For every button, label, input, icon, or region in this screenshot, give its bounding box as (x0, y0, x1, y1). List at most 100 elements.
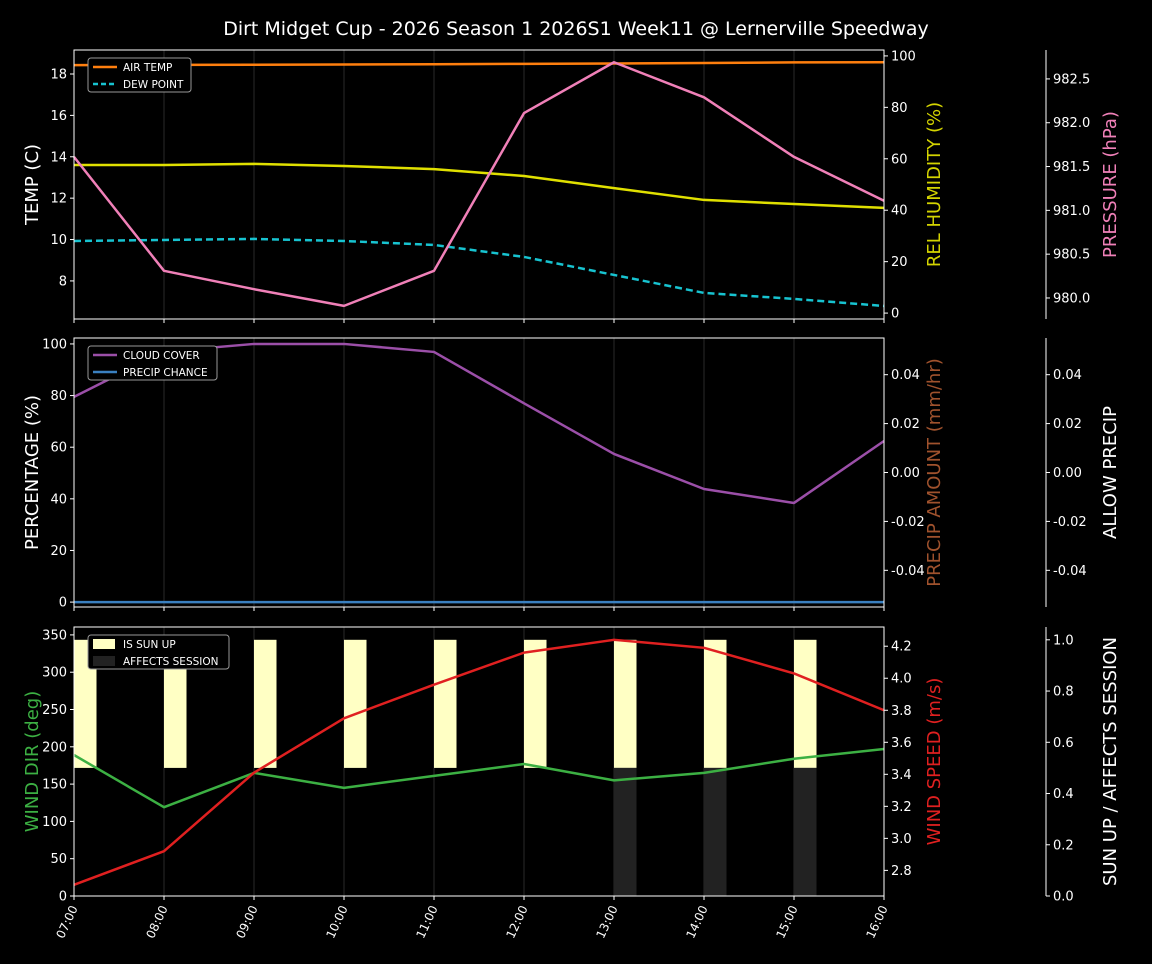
bar-affects-session (794, 768, 817, 896)
legend-label: DEW POINT (123, 79, 184, 91)
axis-label: PRESSURE (hPa) (1100, 111, 1121, 258)
y-tick-label: 20 (50, 544, 67, 559)
y-tick-label: 3.6 (891, 736, 912, 751)
axis-label: WIND SPEED (m/s) (924, 678, 945, 846)
x-tick-label: 11:00 (413, 903, 440, 940)
axis-label: TEMP (C) (22, 144, 43, 226)
y-tick-label: 0.2 (1053, 838, 1074, 853)
bar-is-sun-up (524, 640, 547, 768)
axis-label: PERCENTAGE (%) (22, 395, 43, 550)
bar-affects-session (614, 768, 637, 896)
y-tick-label: 980.5 (1053, 248, 1090, 263)
y-tick-label: -0.04 (1053, 564, 1087, 579)
legend-swatch (93, 639, 115, 649)
y-tick-label: 0.4 (1053, 787, 1074, 802)
x-tick-label: 14:00 (683, 903, 710, 940)
x-tick-label: 13:00 (593, 903, 620, 940)
legend-label: AFFECTS SESSION (123, 656, 219, 668)
y-tick-label: 150 (42, 778, 67, 793)
legend: CLOUD COVER PRECIP CHANCE (88, 346, 217, 380)
x-tick-label: 16:00 (863, 903, 890, 940)
y-tick-label: -0.02 (1053, 515, 1087, 530)
y-tick-label: 3.8 (891, 704, 912, 719)
y-tick-label: 981.5 (1053, 160, 1090, 175)
y-tick-label: 0.0 (1053, 890, 1074, 905)
y-tick-label: 981.0 (1053, 204, 1090, 219)
y-tick-label: 3.4 (891, 768, 912, 783)
y-tick-label: 200 (42, 740, 67, 755)
y-tick-label: 982.5 (1053, 72, 1090, 87)
axis-label: PRECIP AMOUNT (mm/hr) (924, 358, 945, 587)
legend: AIR TEMP DEW POINT (88, 58, 191, 92)
x-tick-label: 10:00 (323, 903, 350, 940)
axis-label: WIND DIR (deg) (22, 691, 43, 833)
y-tick-label: 350 (42, 628, 67, 643)
y-tick-label: 60 (891, 152, 908, 167)
legend-label: AIR TEMP (123, 62, 172, 74)
x-tick-label: 08:00 (143, 903, 170, 940)
y-tick-label: 10 (50, 233, 67, 248)
series-line-dew-point (74, 239, 884, 306)
y-tick-label: 80 (50, 389, 67, 404)
y-tick-label: 0.04 (891, 368, 920, 383)
y-tick-label: 0.04 (1053, 368, 1082, 383)
legend-label: PRECIP CHANCE (123, 367, 208, 379)
y-tick-label: -0.04 (891, 564, 925, 579)
plot-frame (74, 50, 884, 319)
y-tick-label: 982.0 (1053, 116, 1090, 131)
bar-is-sun-up (344, 640, 367, 768)
y-tick-label: 20 (891, 255, 908, 270)
y-tick-label: 3.0 (891, 832, 912, 847)
legend-label: CLOUD COVER (123, 350, 200, 362)
y-tick-label: 100 (891, 49, 916, 64)
chart-title: Dirt Midget Cup - 2026 Season 1 2026S1 W… (223, 18, 929, 40)
y-tick-label: 60 (50, 441, 67, 456)
y-tick-label: 100 (42, 815, 67, 830)
y-tick-label: 0 (59, 596, 67, 611)
series-line-1-2 (74, 164, 884, 208)
axis-label: SUN UP / AFFECTS SESSION (1100, 637, 1121, 886)
legend: IS SUN UP AFFECTS SESSION (88, 635, 229, 669)
y-tick-label: 300 (42, 666, 67, 681)
x-tick-label: 07:00 (53, 903, 80, 940)
axis-label: REL HUMIDITY (%) (924, 102, 945, 267)
y-tick-label: 50 (50, 852, 67, 867)
y-tick-label: 1.0 (1053, 633, 1074, 648)
series-line-3-0 (74, 749, 884, 807)
y-tick-label: 4.0 (891, 672, 912, 687)
y-tick-label: 980.0 (1053, 291, 1090, 306)
series-line-3-1 (74, 640, 884, 885)
y-tick-label: 2.8 (891, 864, 912, 879)
bar-is-sun-up (704, 640, 727, 768)
y-tick-label: 12 (50, 192, 67, 207)
bar-is-sun-up (794, 640, 817, 768)
y-tick-label: -0.02 (891, 515, 925, 530)
bar-is-sun-up (254, 640, 277, 768)
y-tick-label: 0.8 (1053, 685, 1074, 700)
y-tick-label: 0.02 (1053, 417, 1082, 432)
legend-swatch (93, 656, 115, 666)
series-line-1-3 (74, 62, 884, 306)
y-tick-label: 18 (50, 68, 67, 83)
bar-is-sun-up (614, 640, 637, 768)
bar-affects-session (704, 768, 727, 896)
y-tick-label: 14 (50, 150, 67, 165)
y-tick-label: 80 (891, 101, 908, 116)
y-tick-label: 0 (59, 890, 67, 905)
y-tick-label: 100 (42, 337, 67, 352)
y-tick-label: 0.02 (891, 417, 920, 432)
legend-label: IS SUN UP (123, 639, 176, 651)
y-tick-label: 0.00 (891, 466, 920, 481)
y-tick-label: 40 (891, 204, 908, 219)
y-tick-label: 3.2 (891, 800, 912, 815)
axis-label: ALLOW PRECIP (1100, 406, 1121, 539)
y-tick-label: 40 (50, 492, 67, 507)
y-tick-label: 8 (59, 274, 67, 289)
y-tick-label: 4.2 (891, 640, 912, 655)
x-tick-label: 09:00 (233, 903, 260, 940)
bar-is-sun-up (434, 640, 457, 768)
panel-2: 0 20 40 60 80 100 PERCENTAGE (%) -0.04 -0.02 0.00… (22, 337, 1121, 611)
